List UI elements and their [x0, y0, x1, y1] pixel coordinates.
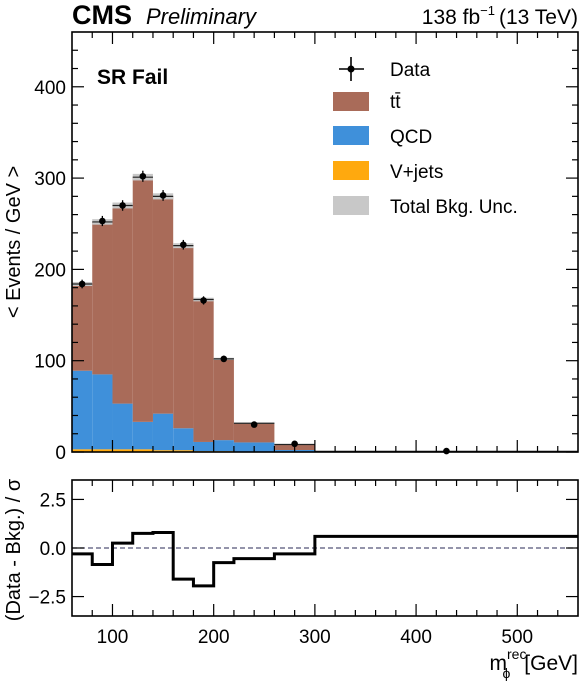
x-tick-label-3: 400: [400, 627, 432, 648]
x-axis-label-sup: rec: [507, 646, 526, 662]
x-axis-label-sub: ϕ: [502, 665, 510, 681]
data-point-1: [99, 217, 106, 225]
bar-ttbar-6: [193, 299, 214, 442]
bar-qcd-1: [92, 374, 113, 450]
pull-y-tick-label-1: 0.0: [40, 539, 66, 560]
bar-vjets-4: [152, 450, 174, 452]
bar-ttbar-7: [213, 358, 234, 441]
bar-vjets-5: [173, 450, 194, 452]
x-tick-label-0: 100: [97, 627, 129, 648]
legend-swatch-vjets: [333, 161, 369, 180]
legend-swatch-qcd: [333, 126, 369, 145]
legend-swatch-ttbar: [333, 92, 369, 111]
pull-histogram: [72, 530, 578, 588]
bar-vjets-1: [92, 449, 113, 452]
bar-ttbar-5: [173, 245, 194, 429]
legend-label-vjets: V+jets: [390, 162, 443, 183]
x-tick-label-1: 200: [198, 627, 230, 648]
energy-label: (13 TeV): [499, 6, 578, 29]
luminosity-label: 138 fb−1 (13 TeV): [422, 3, 578, 29]
x-tick-label-2: 300: [299, 627, 331, 648]
bar-qcd-2: [112, 403, 133, 450]
legend-entry-data: Data: [339, 57, 431, 81]
data-point-9: [291, 440, 298, 448]
bar-ttbar-1: [92, 221, 113, 375]
data-point-5: [180, 241, 187, 249]
data-point-10: [443, 447, 450, 455]
luminosity-exponent: −1: [480, 3, 495, 18]
data-point-2: [119, 202, 126, 209]
main-y-axis-label: < Events / GeV >: [3, 166, 25, 318]
data-point-8: [250, 421, 258, 428]
data-point-7: [220, 355, 228, 363]
bar-qcd-4: [152, 413, 174, 451]
bar-qcd-7: [213, 440, 234, 452]
pull-ticks: −2.5 0.0 2.5 100 200 300 400 500: [28, 480, 578, 648]
pull-y-tick-label-2: 2.5: [40, 490, 66, 511]
luminosity-value: 138 fb: [422, 6, 480, 29]
main-frame: [71, 31, 579, 453]
main-panel: 0 100 200 300 400 SR Fail < Events / GeV >: [3, 31, 579, 464]
legend-label-uncertainty: Total Bkg. Unc.: [390, 197, 518, 218]
x-axis-label: mrec ϕ [GeV]: [490, 646, 579, 681]
y-tick-label-2: 200: [34, 260, 66, 281]
legend-label-ttbar: tt̄: [390, 92, 401, 113]
bar-qcd-0: [72, 370, 93, 450]
data-point-0: [78, 280, 86, 288]
y-tick-label-3: 300: [34, 169, 66, 190]
main-ticks: 0 100 200 300 400: [34, 32, 578, 464]
bar-vjets-3: [132, 449, 153, 452]
x-axis-label-unit: [GeV]: [524, 652, 578, 675]
pull-panel: −2.5 0.0 2.5 100 200 300 400 500 (Data - Bkg.) …: [3, 478, 579, 681]
bar-qcd-3: [132, 421, 153, 450]
bar-vjets-0: [72, 449, 93, 452]
legend-entry-ttbar: tt̄: [333, 92, 401, 113]
x-tick-label-4: 500: [501, 627, 533, 648]
legend-entry-qcd: QCD: [333, 126, 432, 148]
data-point-3: [139, 172, 147, 180]
legend-label-data: Data: [390, 60, 431, 81]
bar-ttbar-8: [233, 423, 275, 443]
pull-step-line: [72, 530, 578, 588]
bar-ttbar-2: [112, 205, 133, 404]
bar-ttbar-3: [132, 177, 153, 422]
bar-ttbar-0: [72, 284, 93, 371]
bar-vjets-2: [112, 449, 133, 452]
y-tick-label-4: 400: [34, 78, 66, 99]
pull-y-axis-label: (Data - Bkg.) / σ: [3, 478, 25, 621]
status-label: Preliminary: [146, 4, 258, 29]
data-point-4: [159, 192, 167, 199]
legend-label-qcd: QCD: [390, 127, 432, 148]
bar-qcd-6: [193, 441, 214, 452]
experiment-label: CMS: [72, 0, 132, 30]
pull-y-tick-label-0: −2.5: [28, 588, 66, 609]
legend-data-marker-dot: [347, 65, 355, 73]
x-axis-label-main: m: [490, 652, 508, 675]
region-label: SR Fail: [97, 66, 168, 89]
y-tick-label-0: 0: [55, 443, 66, 464]
legend-entry-uncertainty: Total Bkg. Unc.: [333, 196, 518, 218]
bar-qcd-5: [173, 428, 194, 451]
legend-entry-vjets: V+jets: [333, 161, 443, 183]
y-tick-label-1: 100: [34, 352, 66, 373]
legend-swatch-uncertainty: [333, 196, 369, 215]
legend: Data tt̄ QCD V+jets Total Bkg. Unc.: [333, 57, 518, 218]
data-point-6: [200, 297, 207, 304]
bar-ttbar-4: [152, 196, 174, 414]
